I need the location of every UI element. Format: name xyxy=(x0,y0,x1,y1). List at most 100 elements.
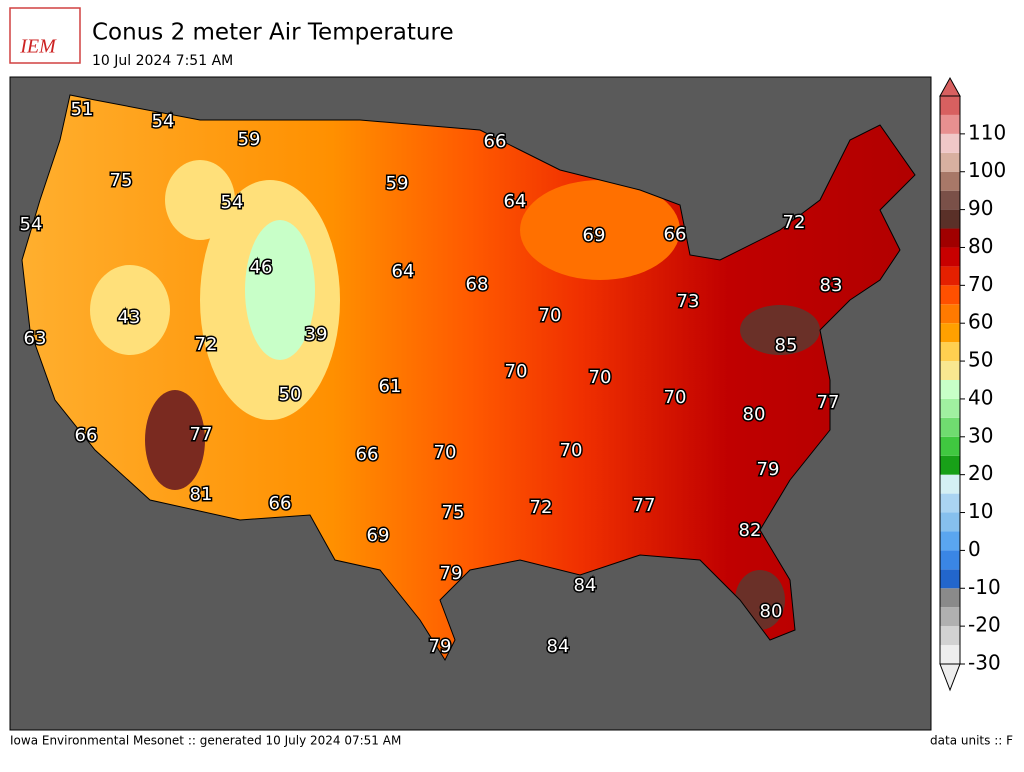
map-label: 82 xyxy=(739,520,762,541)
colorbar-band xyxy=(940,512,960,532)
map-label: 66 xyxy=(664,224,687,245)
map-label: 84 xyxy=(547,636,570,657)
colorbar-band xyxy=(940,380,960,399)
map-label: 68 xyxy=(466,274,489,295)
colorbar-band xyxy=(940,209,960,229)
map-label: 69 xyxy=(583,225,606,246)
colorbar-band xyxy=(940,114,960,134)
colorbar-band xyxy=(940,417,960,437)
map-label: 70 xyxy=(560,440,583,461)
map-label: 73 xyxy=(677,291,700,312)
map-label: 50 xyxy=(279,384,302,405)
logo: IEM xyxy=(9,7,81,64)
map-label: 79 xyxy=(440,563,463,584)
map-label: 79 xyxy=(757,459,780,480)
colorbar-tick-label: -30 xyxy=(968,651,1001,675)
colorbar-tick-label: 80 xyxy=(968,234,993,258)
map-label: 84 xyxy=(574,575,597,596)
map-label: 46 xyxy=(250,257,273,278)
units: data units :: F xyxy=(930,734,1013,748)
map-label: 80 xyxy=(760,601,783,622)
map-label: 69 xyxy=(367,525,390,546)
colorbar-tick-label: 40 xyxy=(968,385,993,409)
colorbar-band xyxy=(940,626,960,646)
colorbar-band xyxy=(940,304,960,324)
colorbar-band xyxy=(940,474,960,494)
colorbar-band xyxy=(940,436,960,456)
map-label: 51 xyxy=(71,99,94,120)
colorbar-band xyxy=(940,171,960,191)
colorbar-band xyxy=(940,645,960,664)
map xyxy=(9,76,932,731)
colorbar-tick-label: -20 xyxy=(968,613,1001,637)
colorbar-tick-label: 60 xyxy=(968,310,993,334)
map-label: 59 xyxy=(386,173,409,194)
colorbar-tick-label: 110 xyxy=(968,120,1006,144)
map-label: 64 xyxy=(392,261,415,282)
map-label: 39 xyxy=(305,324,328,345)
colorbar-band xyxy=(940,398,960,418)
map-label: 66 xyxy=(269,493,292,514)
map-label: 61 xyxy=(379,376,402,397)
logo-text: IEM xyxy=(19,36,57,58)
colorbar-tick-label: 20 xyxy=(968,461,993,485)
map-label: 81 xyxy=(190,484,213,505)
colorbar-band xyxy=(940,152,960,172)
colorbar-band xyxy=(940,190,960,210)
map-label: 59 xyxy=(238,129,261,150)
colorbar-tick-label: 90 xyxy=(968,196,993,220)
colorbar-arrow-bottom xyxy=(939,663,961,692)
map-label: 54 xyxy=(20,214,43,235)
footer: Iowa Environmental Mesonet :: generated … xyxy=(10,734,401,748)
map-label: 70 xyxy=(505,361,528,382)
map-label: 83 xyxy=(820,275,843,296)
colorbar-band xyxy=(940,228,960,248)
map-label: 77 xyxy=(190,424,213,445)
colorbar-band xyxy=(940,455,960,475)
map-label: 72 xyxy=(195,334,218,355)
map-label: 79 xyxy=(429,636,452,657)
map-label: 66 xyxy=(356,444,379,465)
map-label: 72 xyxy=(530,497,553,518)
map-label: 64 xyxy=(504,191,527,212)
map-label: 85 xyxy=(775,335,798,356)
colorbar-tick-label: 30 xyxy=(968,423,993,447)
map-label: 63 xyxy=(24,328,47,349)
colorbar-tick-label: 100 xyxy=(968,158,1006,182)
colorbar-tick-label: 50 xyxy=(968,348,993,372)
colorbar-frame xyxy=(939,95,961,665)
colorbar-band xyxy=(940,361,960,380)
map-label: 75 xyxy=(442,502,465,523)
colorbar-band xyxy=(940,285,960,305)
map-label: 70 xyxy=(434,442,457,463)
map-label: 54 xyxy=(221,192,244,213)
colorbar-tick-label: 70 xyxy=(968,272,993,296)
map-label: 70 xyxy=(664,387,687,408)
colorbar-band xyxy=(940,493,960,513)
colorbar-arrow-top xyxy=(939,76,961,97)
map-label: 70 xyxy=(589,367,612,388)
colorbar-band xyxy=(940,550,960,570)
map-label: 80 xyxy=(743,404,766,425)
map-label: 75 xyxy=(110,170,133,191)
map-label: 72 xyxy=(783,212,806,233)
colorbar-band xyxy=(940,133,960,153)
map-label: 54 xyxy=(152,111,175,132)
map-label: 70 xyxy=(539,305,562,326)
map-label: 66 xyxy=(484,131,507,152)
colorbar-tick-label: 10 xyxy=(968,499,993,523)
colorbar-band xyxy=(940,247,960,267)
colorbar-band xyxy=(940,342,960,362)
colorbar-band xyxy=(940,569,960,589)
map-label: 77 xyxy=(817,392,840,413)
subtitle: 10 Jul 2024 7:51 AM xyxy=(92,53,233,69)
colorbar-band xyxy=(940,266,960,286)
colorbar-band xyxy=(940,531,960,551)
colorbar-band xyxy=(940,96,960,115)
colorbar-tick-label: -10 xyxy=(968,575,1001,599)
colorbar-band xyxy=(940,588,960,608)
colorbar-band xyxy=(940,607,960,627)
map-label: 66 xyxy=(75,425,98,446)
colorbar-band xyxy=(940,323,960,343)
